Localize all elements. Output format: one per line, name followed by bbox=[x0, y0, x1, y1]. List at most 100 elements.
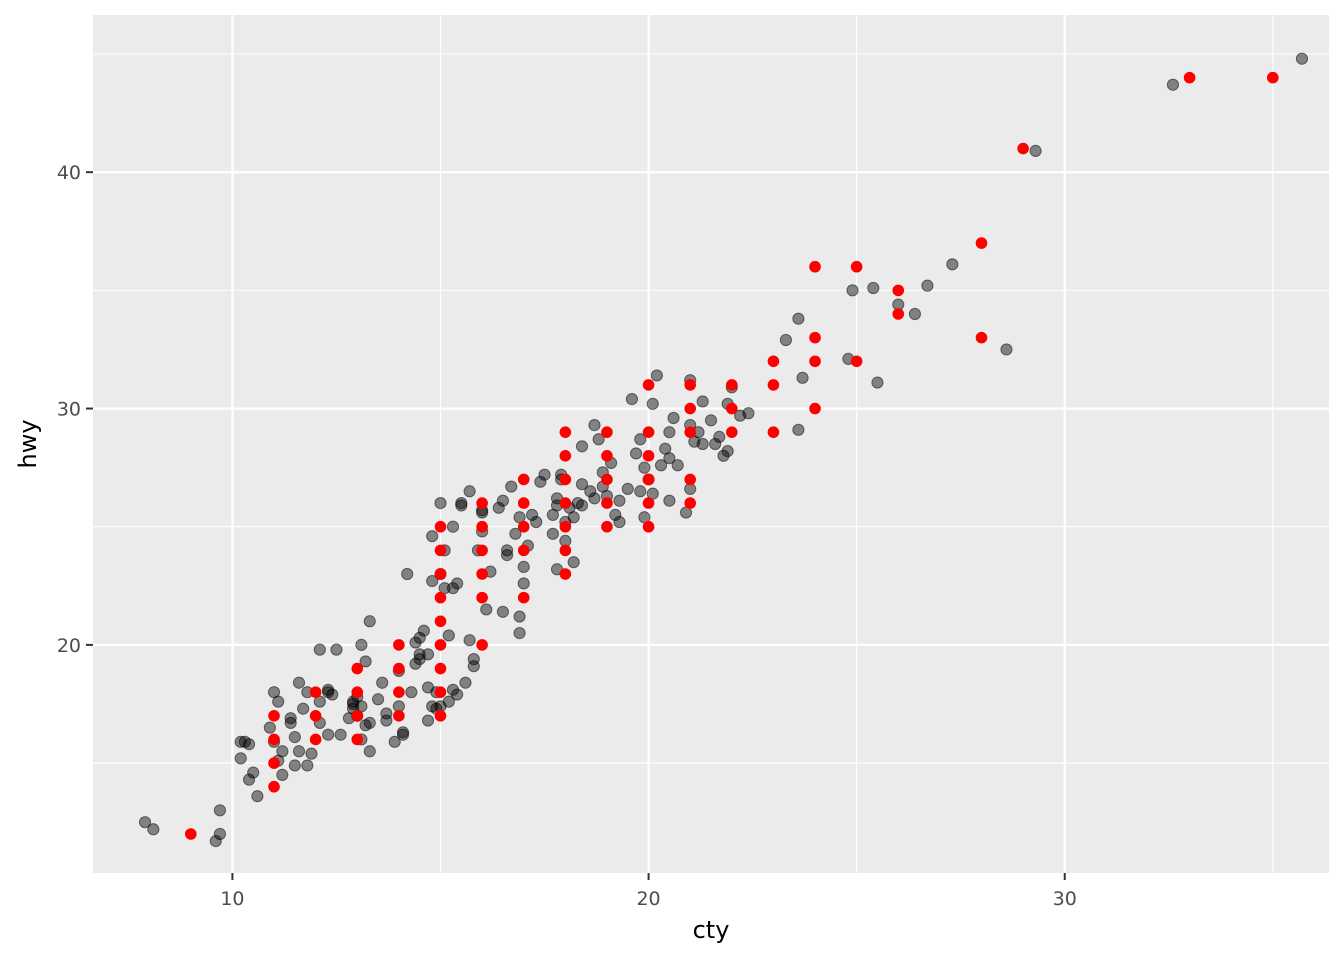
jittered-points-layer bbox=[138, 52, 1309, 848]
data-point bbox=[726, 426, 738, 438]
jittered-point bbox=[363, 745, 376, 758]
data-point bbox=[850, 355, 863, 368]
data-point bbox=[601, 520, 613, 533]
jittered-point bbox=[946, 258, 959, 271]
major-gridlines bbox=[93, 15, 1329, 873]
data-point bbox=[1267, 71, 1279, 84]
data-point bbox=[601, 450, 613, 462]
jittered-point bbox=[288, 730, 301, 744]
jittered-point bbox=[213, 827, 227, 841]
data-point bbox=[684, 473, 696, 486]
data-point bbox=[517, 497, 530, 509]
data-point bbox=[517, 591, 530, 604]
jittered-point bbox=[213, 804, 227, 817]
jittered-point bbox=[663, 494, 676, 507]
jittered-point bbox=[426, 574, 439, 588]
axis-ticks: 10 20 30 20 30 40 bbox=[57, 162, 1077, 910]
jittered-point bbox=[650, 369, 663, 382]
jittered-point bbox=[147, 823, 160, 836]
y-tick-label: 30 bbox=[57, 399, 81, 421]
jittered-point bbox=[442, 629, 455, 642]
data-point bbox=[434, 639, 447, 651]
jittered-point bbox=[396, 726, 410, 739]
data-point bbox=[642, 497, 655, 509]
jittered-point bbox=[421, 648, 435, 661]
data-point bbox=[393, 710, 405, 722]
jittered-point bbox=[663, 452, 676, 465]
jittered-point bbox=[409, 636, 422, 649]
jittered-point bbox=[721, 444, 734, 458]
data-point bbox=[476, 591, 488, 604]
jittered-point bbox=[138, 816, 152, 829]
jittered-point bbox=[613, 515, 626, 529]
data-point bbox=[559, 450, 572, 462]
data-point bbox=[517, 473, 530, 486]
jittered-point bbox=[363, 716, 376, 730]
jittered-point bbox=[322, 728, 335, 741]
jittered-point bbox=[1029, 144, 1042, 158]
jittered-point bbox=[534, 475, 547, 488]
jittered-point bbox=[792, 312, 805, 325]
jittered-point bbox=[921, 279, 934, 292]
data-point bbox=[351, 686, 364, 698]
y-tick-label: 40 bbox=[57, 162, 81, 184]
jittered-point bbox=[567, 511, 580, 524]
jittered-point bbox=[492, 501, 505, 514]
jittered-point bbox=[330, 643, 343, 656]
minor-gridlines bbox=[93, 15, 1329, 873]
jittered-point bbox=[263, 721, 276, 734]
data-point bbox=[975, 331, 988, 344]
data-point bbox=[559, 426, 572, 438]
jittered-point bbox=[288, 759, 301, 772]
jittered-point bbox=[505, 480, 518, 493]
data-point bbox=[601, 473, 613, 486]
jittered-point bbox=[667, 411, 680, 425]
jittered-point bbox=[463, 485, 476, 498]
data-point bbox=[351, 710, 364, 722]
jittered-point bbox=[446, 683, 460, 696]
data-point bbox=[809, 331, 821, 344]
jittered-point bbox=[517, 560, 530, 574]
data-point bbox=[268, 710, 280, 722]
data-point bbox=[476, 568, 488, 580]
jittered-point bbox=[284, 716, 297, 730]
jittered-point bbox=[575, 499, 589, 512]
data-point bbox=[476, 639, 488, 651]
jittered-point bbox=[500, 548, 514, 562]
jittered-point bbox=[359, 655, 372, 668]
jittered-point bbox=[305, 747, 318, 760]
data-point bbox=[476, 544, 488, 557]
jittered-point bbox=[496, 605, 510, 618]
jittered-point bbox=[609, 508, 622, 522]
jittered-point bbox=[509, 527, 522, 540]
data-point bbox=[434, 520, 447, 533]
jittered-point bbox=[1000, 343, 1013, 356]
jittered-point bbox=[376, 676, 389, 689]
jittered-point bbox=[480, 603, 493, 616]
data-point bbox=[393, 662, 405, 675]
jittered-point bbox=[779, 333, 793, 347]
data-point bbox=[268, 780, 280, 793]
jittered-point bbox=[713, 430, 726, 444]
jittered-point bbox=[621, 482, 634, 496]
jittered-point bbox=[442, 695, 455, 708]
data-point bbox=[684, 497, 696, 509]
jittered-point bbox=[792, 423, 805, 436]
data-point bbox=[809, 260, 821, 273]
jittered-point bbox=[638, 461, 651, 474]
jittered-point bbox=[251, 790, 264, 803]
x-tick-label: 10 bbox=[220, 888, 244, 910]
jittered-point bbox=[709, 437, 722, 451]
data-point bbox=[351, 733, 364, 746]
x-tick-label: 20 bbox=[636, 888, 660, 910]
data-point bbox=[184, 828, 197, 840]
data-point bbox=[434, 544, 447, 557]
jittered-point bbox=[696, 395, 709, 408]
data-point bbox=[268, 733, 280, 746]
jittered-point bbox=[908, 307, 922, 321]
jittered-point bbox=[297, 702, 310, 715]
jittered-point bbox=[613, 494, 626, 507]
y-axis-title: hwy bbox=[14, 419, 42, 468]
data-point bbox=[309, 686, 322, 698]
data-point bbox=[601, 497, 613, 509]
